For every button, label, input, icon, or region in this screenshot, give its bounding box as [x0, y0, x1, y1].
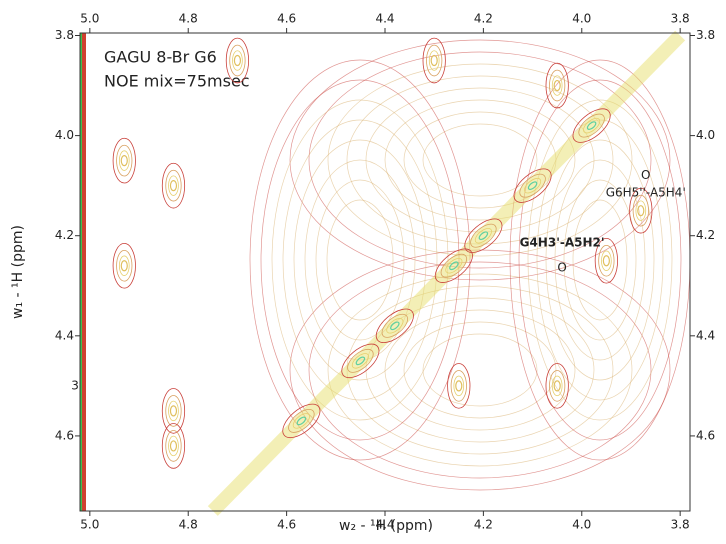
- diagonal-ridge: [213, 36, 680, 511]
- x-tick-label: 4.0: [572, 12, 591, 26]
- peak: [170, 181, 176, 191]
- background-contours: [81, 33, 690, 511]
- contour-ring: [272, 100, 448, 420]
- x-tick-label: 3.8: [671, 518, 690, 532]
- peak: [170, 406, 176, 416]
- peak: [554, 81, 560, 91]
- contour-ring: [404, 322, 556, 418]
- y-tick-label: 4.2: [696, 228, 715, 242]
- contour-ring: [117, 145, 132, 176]
- title-line: GAGU 8-Br G6: [104, 48, 217, 67]
- peak: [603, 256, 609, 266]
- peak: [121, 261, 127, 271]
- peak: [431, 56, 437, 66]
- peak: [234, 56, 240, 66]
- contour-ring: [166, 395, 181, 426]
- y-tick-label: 4.2: [55, 228, 74, 242]
- contour-ring: [261, 80, 459, 440]
- contour-ring: [423, 334, 537, 406]
- x-tick-label: 4.2: [474, 12, 493, 26]
- y-tick-label: 4.6: [55, 428, 74, 442]
- plot-frame: [80, 33, 690, 511]
- x-tick-label: 4.0: [572, 518, 591, 532]
- x-tick-label: 4.2: [474, 518, 493, 532]
- contour-ring: [564, 180, 636, 340]
- y-tick-label: 3.8: [696, 28, 715, 42]
- contour-ring: [166, 431, 181, 462]
- y-axis-label: w₁ - ¹H (ppm): [10, 225, 26, 319]
- peak: [456, 381, 462, 391]
- contour-ring: [528, 100, 672, 420]
- x-tick-label: 5.0: [80, 12, 99, 26]
- annotation: G4H3'-A5H2': [520, 236, 605, 250]
- contour-ring: [316, 180, 404, 340]
- contour-ring: [117, 250, 132, 281]
- contour-ring: [549, 70, 564, 101]
- chart: GAGU 8-Br G6 NOE mix=75msec w₂ - ¹H (ppm…: [0, 0, 726, 540]
- contour-ring: [573, 200, 627, 320]
- annotation: O: [641, 168, 650, 182]
- contour-ring: [633, 195, 648, 226]
- y-tick-label: 4.6: [696, 428, 715, 442]
- x-tick-label: 3.8: [671, 12, 690, 26]
- peak: [638, 206, 644, 216]
- contour-ring: [347, 76, 613, 244]
- contour-ring: [423, 124, 537, 196]
- contour-ring: [166, 170, 181, 201]
- annotation: G6H5''-A5H4': [606, 186, 686, 200]
- title-line: NOE mix=75msec: [104, 72, 250, 91]
- peak: [554, 381, 560, 391]
- y-tick-label: 4.4: [55, 328, 74, 342]
- contour-ring: [426, 45, 441, 76]
- y-tick-label: 4.0: [55, 128, 74, 142]
- x-tick-label: 4.8: [179, 518, 198, 532]
- y-tick-label: 4.4: [696, 328, 715, 342]
- x-tick-label: 4.8: [179, 12, 198, 26]
- x-tick-label: 4.6: [277, 518, 296, 532]
- contour-ring: [451, 370, 466, 401]
- peak: [121, 156, 127, 166]
- x-tick-label: 5.0: [80, 518, 99, 532]
- x-tick-label: 4.4: [375, 12, 394, 26]
- y-tick-label: 3.8: [55, 28, 74, 42]
- x-tick-label: 4.6: [277, 12, 296, 26]
- annotation: 3: [71, 378, 79, 392]
- peak: [170, 441, 176, 451]
- y-tick-label: 4.0: [696, 128, 715, 142]
- contour-ring: [327, 200, 393, 320]
- x-tick-label: 4.4: [375, 518, 394, 532]
- contour-ring: [328, 64, 632, 256]
- annotation: O: [557, 261, 566, 275]
